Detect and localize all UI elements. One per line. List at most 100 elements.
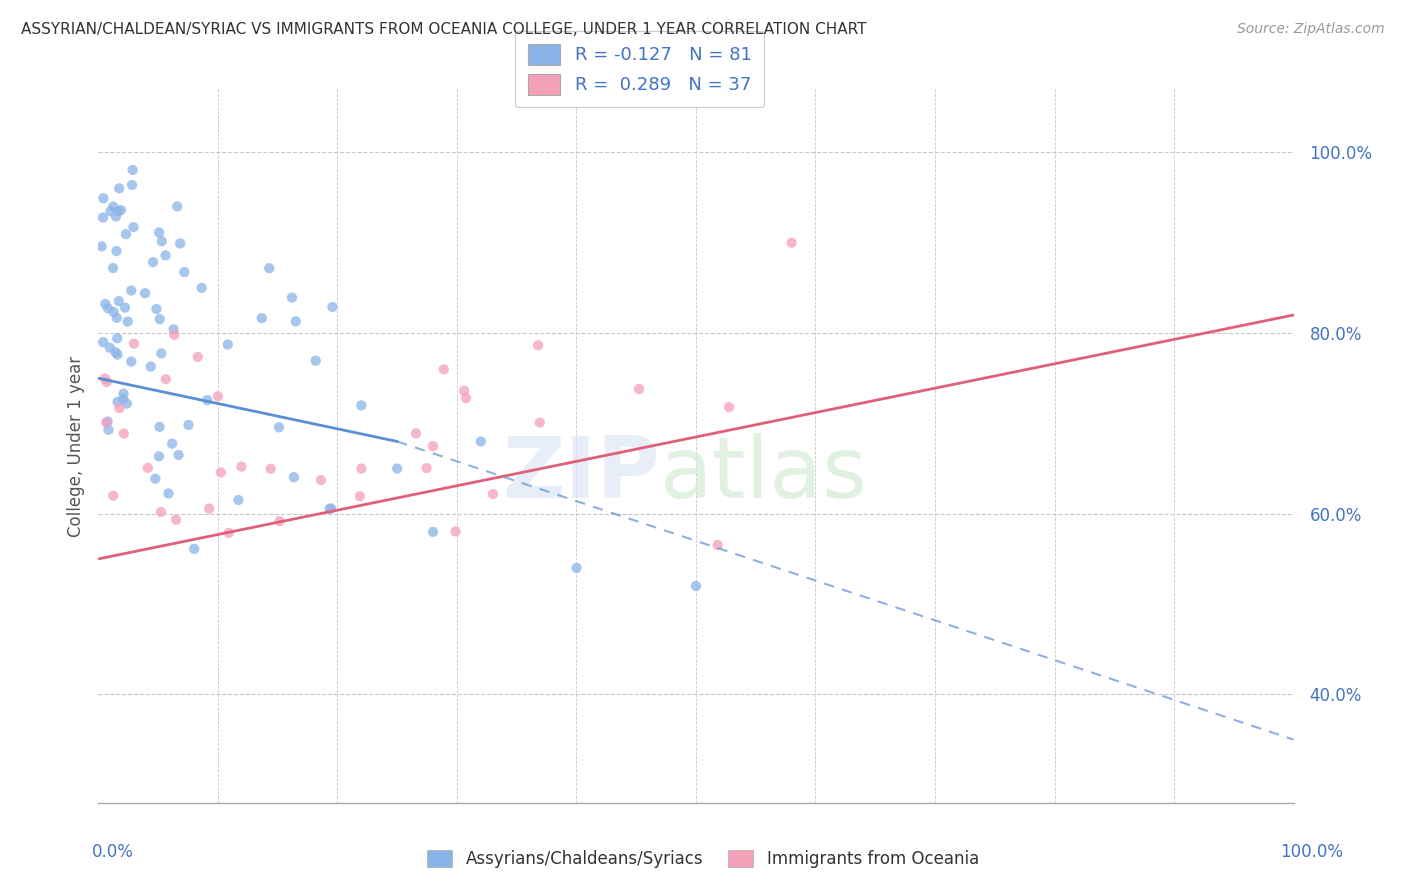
Point <box>305 353 328 368</box>
Point <box>415 461 437 475</box>
Point <box>108 294 131 309</box>
Point <box>685 579 707 593</box>
Point <box>134 286 156 301</box>
Point <box>101 261 124 276</box>
Point <box>107 204 129 219</box>
Point <box>97 414 120 428</box>
Point <box>112 426 135 441</box>
Point <box>115 227 138 242</box>
Point <box>108 181 131 195</box>
Point <box>173 265 195 279</box>
Point <box>527 338 550 352</box>
Text: ASSYRIAN/CHALDEAN/SYRIAC VS IMMIGRANTS FROM OCEANIA COLLEGE, UNDER 1 YEAR CORREL: ASSYRIAN/CHALDEAN/SYRIAC VS IMMIGRANTS F… <box>21 22 866 37</box>
Point <box>150 346 173 360</box>
Point <box>319 501 342 516</box>
Point <box>97 423 120 437</box>
Point <box>148 450 170 464</box>
Point <box>97 301 120 316</box>
Point <box>190 281 212 295</box>
Point <box>122 336 145 351</box>
Point <box>112 392 135 406</box>
Point <box>350 398 373 412</box>
Point <box>145 301 167 316</box>
Point <box>385 461 409 475</box>
Point <box>148 420 170 434</box>
Point <box>108 401 131 415</box>
Y-axis label: College, Under 1 year: College, Under 1 year <box>66 355 84 537</box>
Legend: Assyrians/Chaldeans/Syriacs, Immigrants from Oceania: Assyrians/Chaldeans/Syriacs, Immigrants … <box>420 843 986 875</box>
Point <box>706 538 728 552</box>
Point <box>350 461 373 475</box>
Point <box>565 561 588 575</box>
Point <box>110 203 132 218</box>
Point <box>349 489 371 503</box>
Point <box>309 473 332 487</box>
Point <box>104 345 127 359</box>
Point <box>91 335 114 350</box>
Point <box>166 199 188 213</box>
Point <box>96 375 118 389</box>
Point <box>105 310 128 325</box>
Point <box>98 341 121 355</box>
Point <box>482 487 505 501</box>
Point <box>104 210 127 224</box>
Point <box>120 354 142 368</box>
Point <box>121 163 143 178</box>
Point <box>155 372 177 386</box>
Point <box>139 359 162 374</box>
Point <box>422 524 444 539</box>
Point <box>121 178 143 192</box>
Point <box>284 314 307 328</box>
Point <box>250 311 273 326</box>
Point <box>167 448 190 462</box>
Point <box>444 524 467 539</box>
Point <box>94 371 117 385</box>
Point <box>453 384 475 398</box>
Text: 100.0%: 100.0% <box>1279 843 1343 861</box>
Point <box>470 434 492 449</box>
Point <box>103 200 125 214</box>
Point <box>112 386 135 401</box>
Text: Source: ZipAtlas.com: Source: ZipAtlas.com <box>1237 22 1385 37</box>
Point <box>318 501 340 516</box>
Point <box>103 305 125 319</box>
Point <box>117 314 139 328</box>
Legend: R = -0.127   N = 81, R =  0.289   N = 37: R = -0.127 N = 81, R = 0.289 N = 37 <box>515 31 765 107</box>
Point <box>405 426 427 441</box>
Point <box>163 327 186 342</box>
Text: atlas: atlas <box>661 433 868 516</box>
Point <box>718 400 741 414</box>
Point <box>107 395 129 409</box>
Point <box>529 416 551 430</box>
Point <box>136 461 159 475</box>
Point <box>90 239 112 253</box>
Point <box>142 255 165 269</box>
Point <box>100 204 122 219</box>
Point <box>195 393 218 408</box>
Point <box>269 514 291 528</box>
Text: ZIP: ZIP <box>502 433 661 516</box>
Point <box>155 248 177 262</box>
Point <box>107 348 129 362</box>
Point <box>321 300 343 314</box>
Point <box>105 331 128 345</box>
Point <box>780 235 803 250</box>
Point <box>122 220 145 235</box>
Text: 0.0%: 0.0% <box>91 843 134 861</box>
Point <box>162 322 184 336</box>
Point <box>145 472 167 486</box>
Point <box>257 261 280 276</box>
Point <box>94 297 117 311</box>
Point <box>91 211 114 225</box>
Point <box>281 291 304 305</box>
Point <box>149 505 172 519</box>
Point <box>165 513 187 527</box>
Point <box>93 191 115 205</box>
Point <box>207 389 229 403</box>
Point <box>160 436 183 450</box>
Point <box>217 337 239 351</box>
Point <box>105 244 128 258</box>
Point <box>96 416 118 430</box>
Point <box>157 486 180 500</box>
Point <box>120 284 142 298</box>
